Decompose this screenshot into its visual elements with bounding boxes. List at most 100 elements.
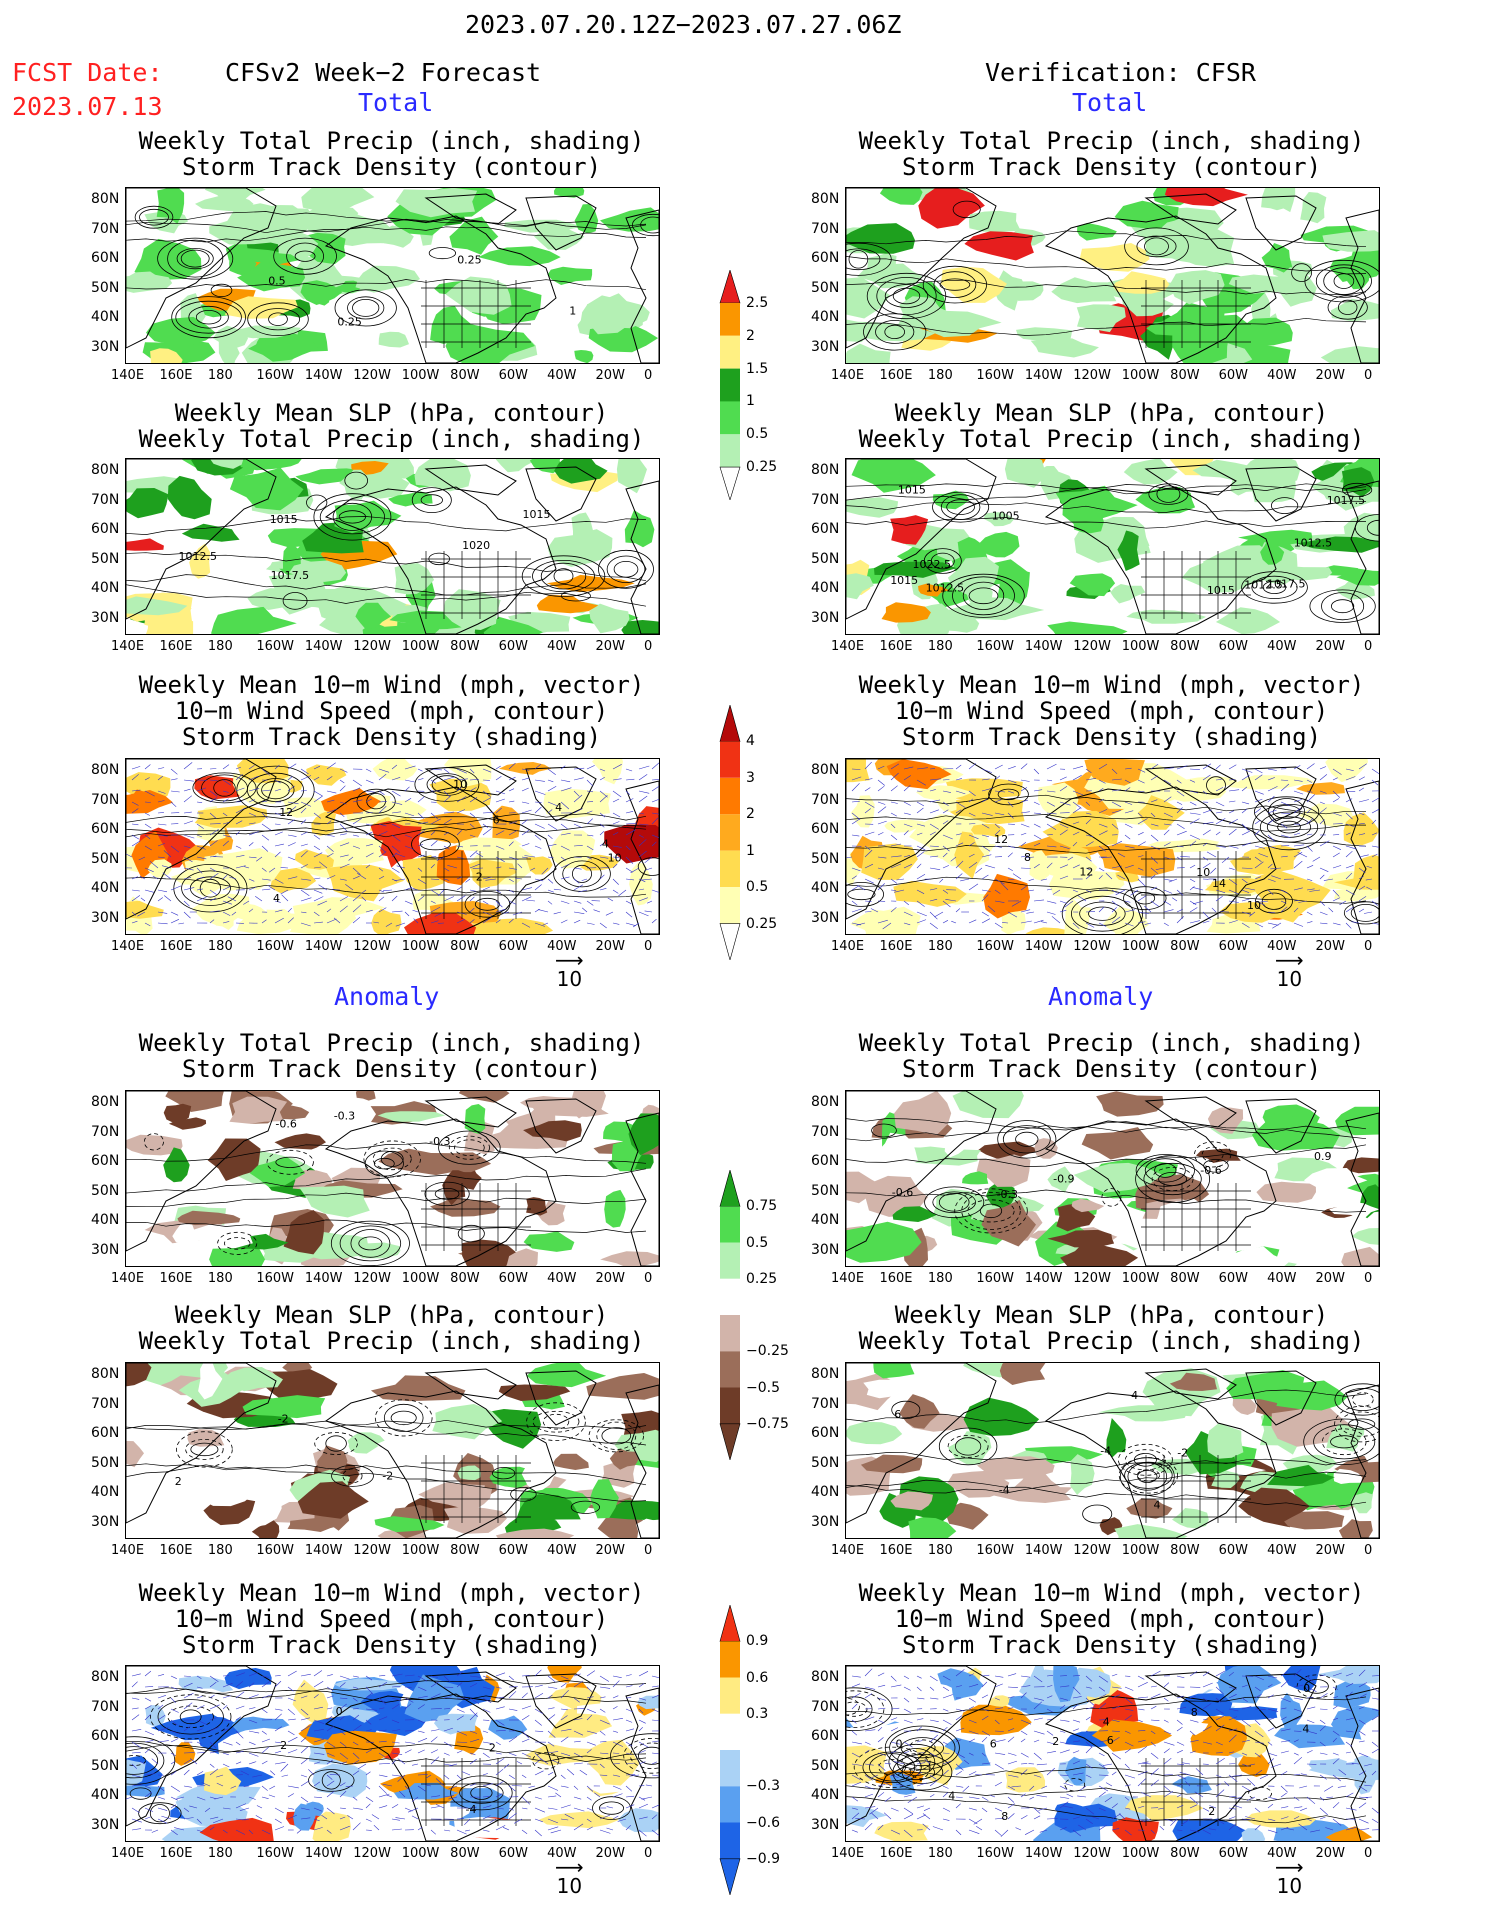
lon-tick-label: 40W (547, 939, 577, 954)
lat-tick-label: 60N (91, 821, 120, 837)
lon-tick-label: 180 (207, 1271, 233, 1286)
lat-tick-label: 80N (91, 762, 120, 778)
vector-arrow-icon: ⟶ (1275, 1855, 1304, 1879)
lon-tick-label: 140E (111, 1846, 145, 1861)
lon-tick-label: 40W (1267, 1271, 1297, 1286)
lon-tick-label: 100W (401, 1846, 440, 1861)
lon-tick-label: 20W (595, 639, 625, 654)
contour-label: 14 (1212, 877, 1226, 890)
lon-tick-label: 20W (1315, 639, 1345, 654)
vector-reference: ⟶ 10 (1275, 950, 1304, 991)
panel-title-line: Storm Track Density (shading) (181, 723, 602, 751)
vector-reference-value: 10 (556, 1874, 583, 1898)
lat-tick-label: 80N (811, 1366, 840, 1382)
contour-label: 6 (493, 814, 500, 827)
contour-label: 6 (990, 1738, 997, 1751)
panel-title-line: 10−m Wind Speed (mph, contour) (894, 1605, 1329, 1633)
contour-label: 2 (1208, 1805, 1215, 1818)
lon-tick-label: 80W (450, 368, 480, 383)
lon-tick-label: 20W (1315, 939, 1345, 954)
lon-tick-label: 120W (1073, 1543, 1111, 1558)
lon-tick-label: 20W (595, 1271, 625, 1286)
lon-tick-label: 120W (353, 639, 391, 654)
map-plot: 0.5 1 0.25 0.25 (125, 187, 660, 364)
lon-tick-label: 100W (1121, 368, 1160, 383)
lat-tick-label: 30N (91, 609, 120, 626)
lon-tick-label: 20W (595, 1543, 625, 1558)
contour-label: 6 (1107, 1734, 1114, 1747)
lat-tick-label: 30N (811, 609, 840, 626)
lat-tick-label: 70N (811, 1123, 840, 1140)
lon-tick-label: 20W (1315, 1543, 1345, 1558)
contour-label: -0.9 (1053, 1173, 1074, 1186)
panel-title-line: Storm Track Density (shading) (181, 1631, 602, 1659)
lon-tick-label: 20W (1315, 1271, 1345, 1286)
panel-title-line: Weekly Total Precip (inch, shading) (858, 1029, 1365, 1057)
lon-tick-label: 60W (498, 368, 529, 383)
lon-tick-label: 60W (1218, 1543, 1249, 1558)
contour-label: -2 (382, 1470, 393, 1483)
lon-tick-label: 60W (1218, 939, 1249, 954)
lon-tick-label: 100W (1121, 939, 1160, 954)
contour-label: 1012.5 (1294, 537, 1333, 550)
lon-tick-label: 140W (304, 1271, 343, 1286)
contour-label: 1 (569, 304, 576, 317)
colorbar-tick-label: 2.5 (746, 294, 769, 311)
panel-title-line: Storm Track Density (contour) (181, 1055, 602, 1083)
lat-tick-label: 80N (91, 1366, 120, 1382)
map-field-svg: 0.5 1 0.25 0.25 (126, 188, 659, 363)
lon-tick-label: 140W (1024, 939, 1063, 954)
forecast-total-label: Total (358, 88, 434, 117)
lon-tick-label: 140E (831, 1543, 865, 1558)
lon-tick-label: 140E (831, 368, 865, 383)
lon-tick-label: 140W (304, 939, 343, 954)
contour-label: -0.6 (275, 1118, 296, 1131)
lon-tick-label: 160E (159, 639, 193, 654)
lon-tick-label: 140E (831, 1271, 865, 1286)
lon-tick-label: 180 (927, 1271, 953, 1286)
lat-tick-label: 80N (91, 1669, 120, 1685)
lon-tick-label: 180 (207, 1543, 233, 1558)
lon-tick-label: 160W (976, 1271, 1015, 1286)
lon-tick-label: 160W (256, 368, 295, 383)
lat-tick-label: 70N (811, 220, 840, 237)
map-field-svg: 4 2 6 4 12 10 4 10 (126, 759, 659, 934)
lat-tick-label: 40N (91, 1212, 120, 1228)
contour-label: 2 (1052, 1735, 1059, 1748)
lon-tick-label: 160E (159, 1543, 193, 1558)
lon-tick-label: 120W (353, 1271, 391, 1286)
lon-tick-label: 100W (401, 639, 440, 654)
lon-tick-label: 160E (879, 639, 913, 654)
lon-tick-label: 100W (401, 368, 440, 383)
contour-label: 4 (1302, 1723, 1309, 1736)
vector-reference: ⟶ 10 (555, 950, 584, 991)
lon-tick-label: 160W (976, 639, 1015, 654)
contour-label: 0.5 (268, 275, 286, 288)
map-field-svg: -4 4 6 -2 4 -4 (846, 1363, 1379, 1538)
lon-tick-label: 140W (1024, 1271, 1063, 1286)
lon-tick-label: 0 (644, 368, 653, 383)
lat-tick-label: 50N (811, 850, 840, 867)
colorbar-swatches (719, 268, 741, 502)
lon-tick-label: 120W (1073, 639, 1111, 654)
lon-tick-label: 160W (256, 639, 295, 654)
lat-tick-label: 30N (91, 1241, 120, 1258)
lon-tick-label: 40W (1267, 368, 1297, 383)
lon-tick-label: 60W (498, 1846, 529, 1861)
panel-title-line: Storm Track Density (contour) (901, 153, 1322, 181)
lon-tick-label: 20W (595, 939, 625, 954)
panel-title-line: Weekly Mean 10−m Wind (mph, vector) (138, 671, 645, 699)
lon-tick-label: 20W (1315, 368, 1345, 383)
lat-tick-label: 60N (91, 1153, 120, 1169)
contour-label: 2 (280, 1739, 287, 1752)
lat-tick-label: 50N (91, 1454, 120, 1471)
lon-tick-label: 160W (256, 1271, 295, 1286)
panel-title-line: 10−m Wind Speed (mph, contour) (894, 697, 1329, 725)
panel-title-line: Weekly Total Precip (inch, shading) (858, 425, 1365, 453)
lon-tick-label: 40W (1267, 1846, 1297, 1861)
lon-tick-label: 80W (1170, 1846, 1200, 1861)
colorbar-anom-storm: 0.9 0.6 0.3 −0.3 −0.6 −0.9 (718, 1603, 780, 1899)
lon-tick-label: 80W (1170, 939, 1200, 954)
colorbar-tick-label: −0.9 (746, 1850, 780, 1867)
lat-tick-label: 30N (91, 338, 120, 355)
